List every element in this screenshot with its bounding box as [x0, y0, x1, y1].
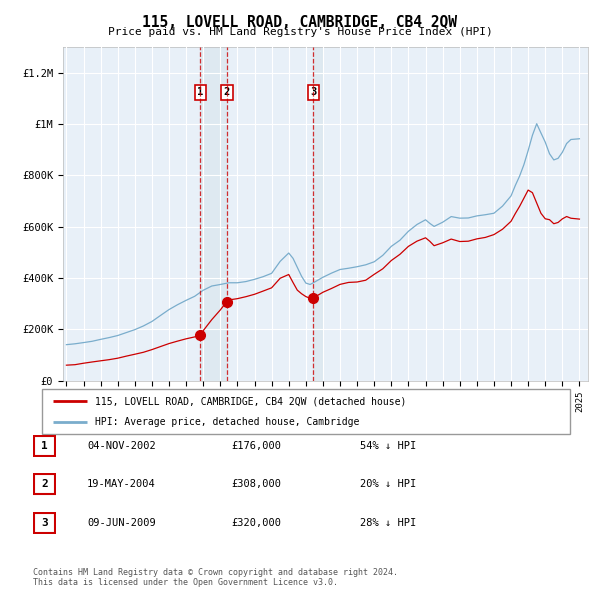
Text: 04-NOV-2002: 04-NOV-2002	[87, 441, 156, 451]
Text: 2: 2	[224, 87, 230, 97]
Text: 115, LOVELL ROAD, CAMBRIDGE, CB4 2QW (detached house): 115, LOVELL ROAD, CAMBRIDGE, CB4 2QW (de…	[95, 396, 406, 407]
Text: 3: 3	[310, 87, 316, 97]
FancyBboxPatch shape	[34, 513, 55, 533]
Text: Contains HM Land Registry data © Crown copyright and database right 2024.
This d: Contains HM Land Registry data © Crown c…	[33, 568, 398, 587]
Text: 115, LOVELL ROAD, CAMBRIDGE, CB4 2QW: 115, LOVELL ROAD, CAMBRIDGE, CB4 2QW	[143, 15, 458, 30]
Text: 2: 2	[41, 480, 48, 489]
Text: 28% ↓ HPI: 28% ↓ HPI	[360, 518, 416, 527]
Text: £308,000: £308,000	[231, 480, 281, 489]
Text: 09-JUN-2009: 09-JUN-2009	[87, 518, 156, 527]
Text: 1: 1	[41, 441, 48, 451]
FancyBboxPatch shape	[34, 474, 55, 494]
FancyBboxPatch shape	[42, 389, 570, 434]
Bar	[200, 47, 227, 381]
Text: £320,000: £320,000	[231, 518, 281, 527]
Text: HPI: Average price, detached house, Cambridge: HPI: Average price, detached house, Camb…	[95, 417, 359, 427]
Text: Price paid vs. HM Land Registry's House Price Index (HPI): Price paid vs. HM Land Registry's House …	[107, 27, 493, 37]
FancyBboxPatch shape	[34, 436, 55, 456]
Text: 3: 3	[41, 518, 48, 527]
Text: £176,000: £176,000	[231, 441, 281, 451]
Text: 1: 1	[197, 87, 203, 97]
Text: 54% ↓ HPI: 54% ↓ HPI	[360, 441, 416, 451]
Text: 20% ↓ HPI: 20% ↓ HPI	[360, 480, 416, 489]
Text: 19-MAY-2004: 19-MAY-2004	[87, 480, 156, 489]
Bar	[313, 47, 322, 381]
